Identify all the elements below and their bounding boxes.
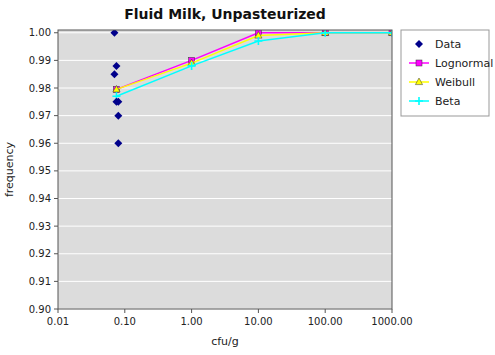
tick bbox=[124, 309, 125, 313]
chart: 0.01 0.10 1.00 10.00 100.00 1000.00 0.90 0.91 0.… bbox=[0, 0, 495, 355]
legend: Data Lognormal Weibull Beta bbox=[401, 30, 493, 116]
tick bbox=[54, 115, 58, 116]
x-tick-label: 0.10 bbox=[114, 316, 136, 327]
y-tick-label: 0.94 bbox=[29, 193, 51, 204]
series bbox=[113, 30, 392, 92]
line bbox=[116, 33, 392, 97]
y-tick-label: 0.93 bbox=[29, 221, 51, 232]
marker bbox=[113, 86, 119, 92]
grid-line bbox=[58, 253, 392, 254]
tick bbox=[54, 88, 58, 89]
marker bbox=[188, 62, 196, 70]
marker bbox=[254, 37, 262, 45]
point bbox=[110, 30, 118, 37]
tick bbox=[54, 309, 58, 310]
point bbox=[114, 112, 122, 120]
x-axis-label: cfu/g bbox=[211, 335, 239, 348]
y-tick-label: 0.96 bbox=[29, 138, 51, 149]
x-tick-label: 1.00 bbox=[180, 316, 202, 327]
tick bbox=[258, 309, 259, 313]
point bbox=[114, 139, 122, 147]
tick bbox=[54, 143, 58, 144]
plot-area bbox=[58, 30, 392, 309]
point bbox=[110, 70, 118, 78]
line bbox=[116, 33, 392, 90]
legend-marker bbox=[415, 78, 422, 85]
grid-line bbox=[58, 281, 392, 282]
title: Fluid Milk, Unpasteurized bbox=[124, 6, 326, 22]
y-tick-label: 0.99 bbox=[29, 55, 51, 66]
y-tick-label: 0.97 bbox=[29, 110, 51, 121]
tick bbox=[54, 281, 58, 282]
legend-marker bbox=[415, 97, 423, 105]
legend-box bbox=[401, 30, 489, 116]
marker bbox=[321, 30, 329, 37]
grid bbox=[58, 33, 392, 309]
tick bbox=[54, 226, 58, 227]
tick bbox=[54, 170, 58, 171]
tick bbox=[58, 309, 59, 313]
tick bbox=[325, 309, 326, 313]
y-tick-label: 0.92 bbox=[29, 248, 51, 259]
legend-marker bbox=[415, 40, 423, 48]
legend-marker bbox=[416, 60, 422, 66]
grid-line bbox=[58, 88, 392, 89]
marker bbox=[113, 85, 120, 92]
tick bbox=[54, 198, 58, 199]
tick bbox=[54, 32, 58, 33]
legend-label: Weibull bbox=[435, 76, 475, 89]
legend-label: Lognormal bbox=[435, 57, 493, 70]
y-tick-label: 0.91 bbox=[29, 276, 51, 287]
grid-line bbox=[58, 198, 392, 199]
y-tick-label: 1.00 bbox=[29, 27, 51, 38]
series bbox=[112, 30, 392, 100]
tick bbox=[54, 253, 58, 254]
tick bbox=[54, 60, 58, 61]
grid-line bbox=[58, 60, 392, 61]
line bbox=[116, 33, 392, 90]
tick bbox=[392, 309, 393, 313]
legend-label: Data bbox=[435, 38, 461, 51]
axes: 0.01 0.10 1.00 10.00 100.00 1000.00 0.90 0.91 0.… bbox=[29, 27, 413, 327]
y-axis-label: frequency bbox=[3, 141, 16, 197]
grid-line bbox=[58, 143, 392, 144]
marker bbox=[322, 30, 328, 36]
x-tick-label: 100.00 bbox=[308, 316, 343, 327]
grid-line bbox=[58, 170, 392, 171]
point bbox=[112, 62, 120, 70]
point bbox=[114, 98, 122, 106]
marks bbox=[110, 30, 392, 147]
marker bbox=[388, 30, 392, 37]
x-tick-label: 0.01 bbox=[47, 316, 69, 327]
series bbox=[110, 30, 122, 147]
x-tick-label: 10.00 bbox=[244, 316, 273, 327]
y-tick-label: 0.90 bbox=[29, 304, 51, 315]
series bbox=[113, 30, 392, 92]
y-tick-label: 0.95 bbox=[29, 165, 51, 176]
y-tick-label: 0.98 bbox=[29, 83, 51, 94]
frame bbox=[58, 30, 392, 309]
grid-line bbox=[58, 226, 392, 227]
grid-line bbox=[58, 115, 392, 116]
x-tick-label: 1000.00 bbox=[371, 316, 412, 327]
tick bbox=[191, 309, 192, 313]
legend-label: Beta bbox=[435, 95, 460, 108]
